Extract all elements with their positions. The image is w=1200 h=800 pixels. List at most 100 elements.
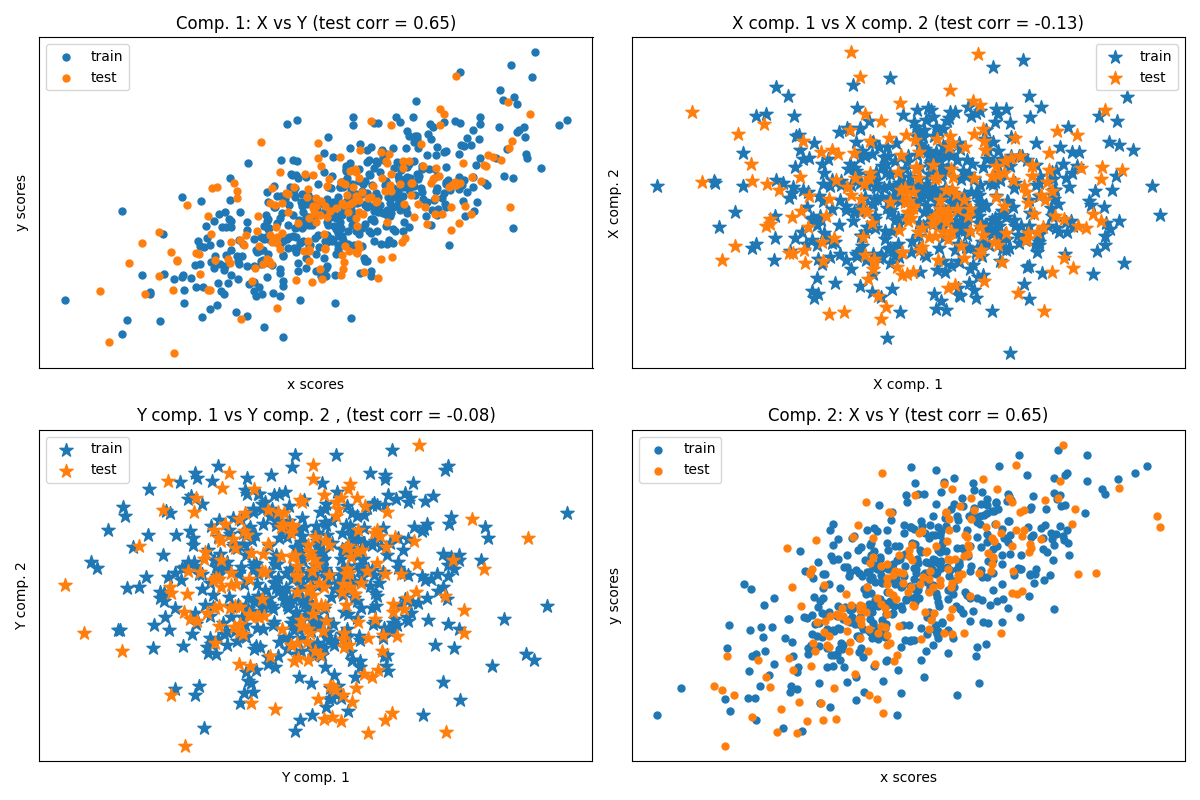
train xyxy=(1001,159,1020,172)
test xyxy=(1019,197,1038,210)
test xyxy=(318,179,337,192)
test xyxy=(942,226,961,238)
train xyxy=(311,545,330,558)
train xyxy=(1025,238,1044,251)
train xyxy=(866,576,886,589)
train xyxy=(323,234,342,247)
test xyxy=(899,544,918,557)
train xyxy=(860,554,880,567)
train xyxy=(114,501,133,514)
train xyxy=(782,186,802,199)
train xyxy=(272,587,292,600)
train xyxy=(377,209,396,222)
train xyxy=(704,174,724,187)
test xyxy=(910,146,929,158)
train xyxy=(275,594,294,606)
train xyxy=(1033,531,1052,544)
test xyxy=(300,546,319,558)
train xyxy=(362,602,382,614)
train xyxy=(254,232,274,245)
train xyxy=(881,167,900,180)
train xyxy=(964,506,983,518)
train xyxy=(228,273,247,286)
train xyxy=(558,506,577,519)
train xyxy=(526,46,545,58)
train xyxy=(370,577,389,590)
train xyxy=(823,538,842,551)
train xyxy=(304,562,323,575)
test xyxy=(394,602,413,615)
test xyxy=(845,667,864,680)
train xyxy=(832,175,851,188)
train xyxy=(354,552,373,565)
train xyxy=(317,261,336,274)
test xyxy=(408,558,427,570)
train xyxy=(1056,171,1075,184)
X-axis label: X comp. 1: X comp. 1 xyxy=(874,378,943,393)
train xyxy=(286,449,305,462)
test xyxy=(800,566,820,578)
test xyxy=(811,145,830,158)
test xyxy=(306,531,325,544)
train xyxy=(337,570,356,583)
test xyxy=(205,602,224,614)
test xyxy=(271,521,290,534)
test xyxy=(934,226,953,238)
test xyxy=(890,224,910,237)
train xyxy=(454,139,473,152)
train xyxy=(256,583,275,596)
train xyxy=(954,197,973,210)
test xyxy=(337,563,356,576)
train xyxy=(367,225,386,238)
train xyxy=(508,98,527,110)
train xyxy=(929,631,948,644)
train xyxy=(442,550,461,563)
train xyxy=(944,574,964,587)
test xyxy=(392,236,412,249)
train xyxy=(326,211,346,224)
train xyxy=(265,576,284,589)
train xyxy=(314,204,334,217)
train xyxy=(949,254,968,267)
train xyxy=(420,163,439,176)
train xyxy=(970,217,989,230)
test xyxy=(941,554,960,566)
train xyxy=(245,642,264,655)
test xyxy=(224,533,244,546)
train xyxy=(294,494,313,506)
train xyxy=(422,203,442,216)
test xyxy=(1020,546,1039,558)
train xyxy=(979,238,998,251)
train xyxy=(863,626,882,638)
test xyxy=(941,84,960,97)
test xyxy=(383,251,402,264)
train xyxy=(354,178,373,190)
train xyxy=(271,154,290,166)
train xyxy=(292,536,311,549)
train xyxy=(253,244,272,257)
test xyxy=(1048,124,1067,137)
test xyxy=(829,610,848,622)
test xyxy=(934,626,953,639)
test xyxy=(820,193,839,206)
train xyxy=(812,607,832,620)
test xyxy=(888,165,907,178)
train xyxy=(245,233,264,246)
train xyxy=(848,167,868,180)
train xyxy=(455,174,474,186)
train xyxy=(860,572,880,585)
train xyxy=(946,244,965,257)
train xyxy=(822,174,841,186)
test xyxy=(372,645,391,658)
train xyxy=(329,577,348,590)
test xyxy=(815,579,834,592)
train xyxy=(298,198,317,210)
train xyxy=(931,169,950,182)
test xyxy=(1072,162,1091,174)
train xyxy=(853,623,872,636)
train xyxy=(1036,519,1055,532)
train xyxy=(964,207,983,220)
test xyxy=(851,613,870,626)
train xyxy=(917,184,936,197)
train xyxy=(314,166,334,178)
